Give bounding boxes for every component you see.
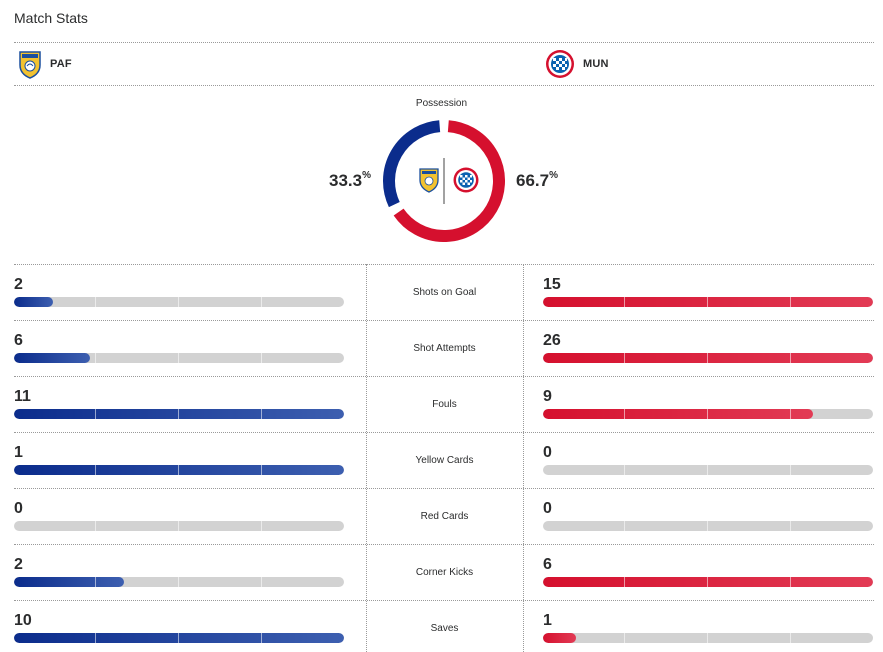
away-stat-fill: [543, 297, 873, 307]
home-stat-fill: [14, 409, 344, 419]
possession-label: Possession: [415, 98, 468, 109]
home-stat-value: 10: [14, 612, 32, 629]
stat-row: 10 Saves 1: [0, 600, 883, 652]
away-stat-bar: [543, 297, 873, 307]
divider: [14, 42, 874, 43]
home-stat-bar: [14, 353, 344, 363]
divider: [14, 600, 874, 601]
stat-label: Yellow Cards: [415, 455, 474, 466]
away-stat-value: 6: [543, 556, 552, 573]
home-stat-value: 0: [14, 500, 23, 517]
away-team-header[interactable]: MUN: [545, 48, 609, 80]
away-stat-value: 0: [543, 444, 552, 461]
away-stat-fill: [543, 577, 873, 587]
home-stat-bar: [14, 577, 344, 587]
home-stat-value: 2: [14, 276, 23, 293]
home-stat-bar: [14, 409, 344, 419]
stat-row: 0 Red Cards 0: [0, 488, 883, 544]
divider: [14, 544, 874, 545]
away-possession-value: 66.7%: [516, 170, 558, 190]
column-divider: [366, 264, 367, 652]
home-team-header[interactable]: PAF: [18, 48, 72, 80]
stat-label: Fouls: [432, 399, 457, 410]
divider: [14, 264, 874, 265]
home-stat-bar: [14, 521, 344, 531]
home-stat-value: 6: [14, 332, 23, 349]
stat-label: Corner Kicks: [415, 567, 474, 578]
stat-row: 11 Fouls 9: [0, 376, 883, 432]
away-possession-arc: [393, 120, 505, 242]
away-stat-bar: [543, 353, 873, 363]
away-stat-value: 9: [543, 388, 552, 405]
stat-label: Shot Attempts: [413, 343, 476, 354]
stat-label: Red Cards: [420, 511, 469, 522]
home-stat-fill: [14, 297, 53, 307]
home-stat-fill: [14, 577, 124, 587]
column-divider: [523, 264, 524, 652]
divider: [14, 488, 874, 489]
possession-donut: [383, 120, 505, 242]
home-stat-fill: [14, 633, 344, 643]
away-stat-value: 0: [543, 500, 552, 517]
away-stat-value: 1: [543, 612, 552, 629]
away-stat-bar: [543, 577, 873, 587]
stat-label: Saves: [430, 623, 459, 634]
home-stat-bar: [14, 465, 344, 475]
away-stat-value: 15: [543, 276, 561, 293]
away-stat-fill: [543, 409, 813, 419]
away-stat-bar: [543, 465, 873, 475]
away-stat-fill: [543, 633, 576, 643]
home-stat-value: 11: [14, 388, 31, 405]
away-stat-value: 26: [543, 332, 561, 349]
away-stat-bar: [543, 521, 873, 531]
bayern-crest-icon: [545, 49, 575, 79]
home-stat-bar: [14, 297, 344, 307]
home-stat-value: 2: [14, 556, 23, 573]
match-stats-title: Match Stats: [14, 10, 88, 26]
stat-row: 1 Yellow Cards 0: [0, 432, 883, 488]
away-stat-bar: [543, 409, 873, 419]
stat-row: 6 Shot Attempts 26: [0, 320, 883, 376]
pafos-crest-icon: [18, 49, 42, 79]
home-stat-fill: [14, 353, 90, 363]
away-stat-fill: [543, 353, 873, 363]
stat-row: 2 Corner Kicks 6: [0, 544, 883, 600]
home-team-abbr: PAF: [50, 58, 72, 70]
divider: [14, 320, 874, 321]
home-possession-value: 33.3%: [329, 170, 371, 190]
divider: [14, 85, 874, 86]
pafos-crest-icon: [419, 168, 439, 193]
away-team-abbr: MUN: [583, 58, 609, 70]
stat-row: 2 Shots on Goal 15: [0, 264, 883, 320]
bayern-crest-icon: [453, 167, 479, 193]
home-possession-arc: [383, 120, 441, 208]
divider: [14, 376, 874, 377]
stat-label: Shots on Goal: [412, 287, 477, 298]
divider: [14, 432, 874, 433]
away-stat-bar: [543, 633, 873, 643]
home-stat-bar: [14, 633, 344, 643]
home-stat-value: 1: [14, 444, 23, 461]
home-stat-fill: [14, 465, 344, 475]
